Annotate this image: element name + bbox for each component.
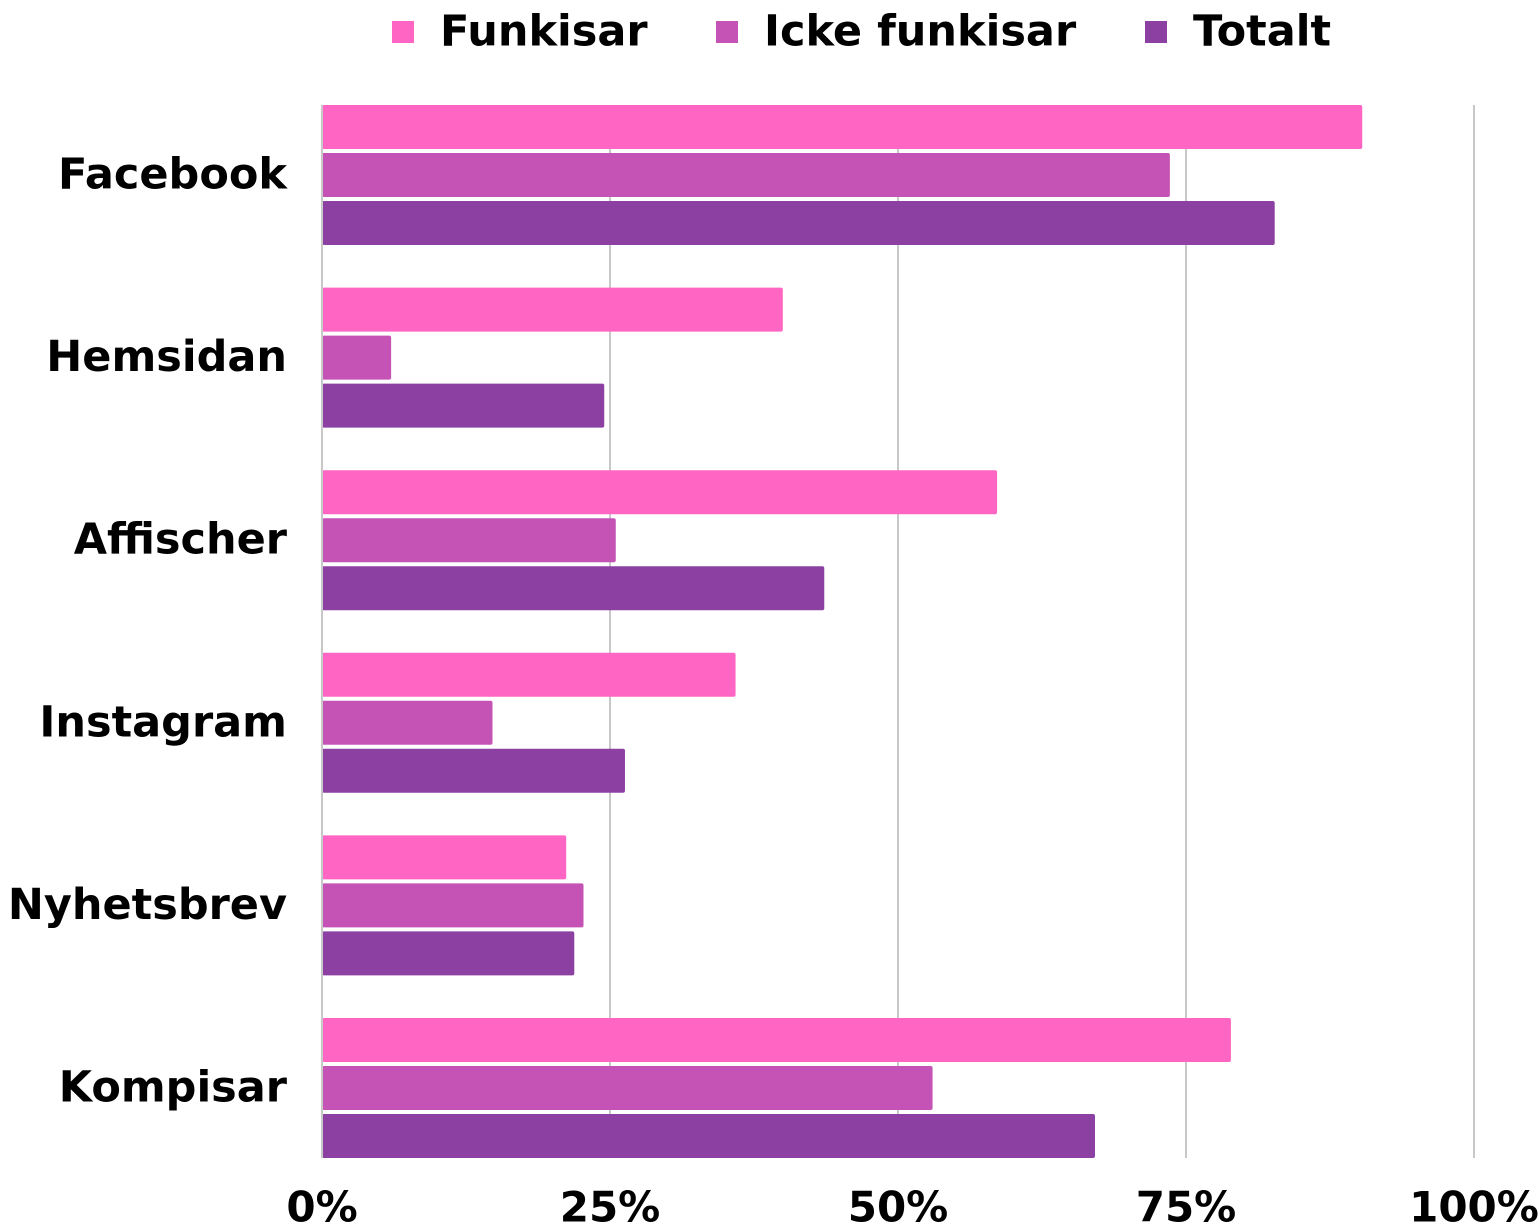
bar <box>322 1114 1095 1158</box>
legend-swatch <box>716 21 738 43</box>
y-tick-label: Hemsidan <box>46 332 287 382</box>
y-tick-label: Facebook <box>58 150 288 200</box>
bar <box>322 835 567 880</box>
bar <box>322 105 1363 149</box>
legend-swatch <box>392 21 414 43</box>
bar <box>322 1018 1231 1062</box>
x-tick-label: 0% <box>286 1183 357 1228</box>
bar <box>322 566 825 611</box>
bar <box>322 748 625 793</box>
x-tick-label: 100% <box>1409 1183 1539 1228</box>
x-tick-label: 25% <box>560 1183 661 1228</box>
bar <box>322 652 736 697</box>
y-tick-label: Instagram <box>39 697 287 747</box>
bar <box>322 883 584 928</box>
bar <box>322 201 1275 245</box>
legend-label: Totalt <box>1193 7 1331 57</box>
legend-label: Funkisar <box>440 7 648 57</box>
bar <box>322 1066 933 1110</box>
bar <box>322 518 616 563</box>
x-tick-label: 75% <box>1136 1183 1237 1228</box>
x-tick-label: 50% <box>848 1183 949 1228</box>
y-tick-label: Kompisar <box>59 1063 288 1113</box>
bar <box>322 153 1170 197</box>
legend-swatch <box>1145 21 1167 43</box>
y-tick-label: Affischer <box>74 515 288 565</box>
y-tick-label: Nyhetsbrev <box>8 880 287 930</box>
bar <box>322 470 998 515</box>
bar <box>322 335 392 380</box>
bar <box>322 383 605 428</box>
bar <box>322 700 493 745</box>
legend-label: Icke funkisar <box>764 7 1077 57</box>
bar <box>322 287 783 332</box>
bar <box>322 931 575 976</box>
